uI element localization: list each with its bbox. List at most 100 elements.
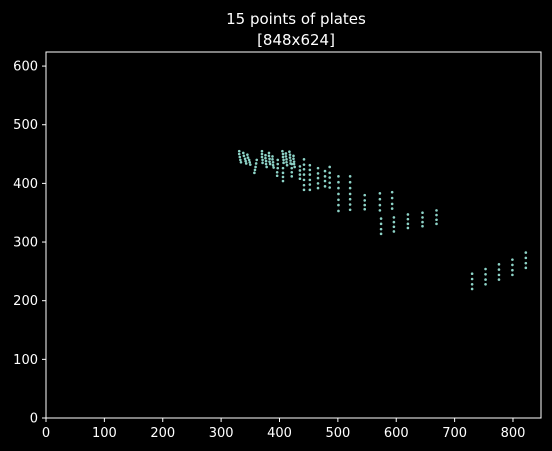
data-point-137 xyxy=(392,230,396,233)
data-point-83 xyxy=(302,188,306,192)
data-points xyxy=(237,149,528,291)
data-point-79 xyxy=(302,168,306,171)
data-point-120 xyxy=(363,203,367,207)
data-point-127 xyxy=(379,222,383,226)
data-point-27 xyxy=(264,159,268,163)
data-point-149 xyxy=(435,222,438,226)
data-point-47 xyxy=(281,155,285,159)
data-point-16 xyxy=(254,162,258,165)
data-point-109 xyxy=(337,203,340,207)
data-point-152 xyxy=(470,282,474,286)
data-point-118 xyxy=(363,193,367,197)
data-point-48 xyxy=(282,158,285,162)
data-point-117 xyxy=(348,208,352,212)
data-point-153 xyxy=(470,287,474,291)
data-point-46 xyxy=(281,152,285,156)
data-point-36 xyxy=(271,158,274,161)
data-point-87 xyxy=(308,178,312,182)
data-point-85 xyxy=(308,168,312,172)
data-point-4 xyxy=(239,160,243,164)
data-point-154 xyxy=(484,267,487,271)
y-tick-label-4: 400 xyxy=(13,177,38,192)
data-point-62 xyxy=(292,160,296,163)
data-point-88 xyxy=(308,183,312,186)
data-point-42 xyxy=(276,166,280,170)
data-point-134 xyxy=(392,216,396,219)
data-point-78 xyxy=(302,163,306,166)
data-point-61 xyxy=(292,157,295,161)
data-point-98 xyxy=(323,185,327,188)
data-point-38 xyxy=(271,163,275,167)
data-point-50 xyxy=(284,152,288,155)
y-tick-label-1: 100 xyxy=(13,353,38,368)
data-point-45 xyxy=(281,149,284,153)
data-point-90 xyxy=(316,166,320,170)
data-point-10 xyxy=(246,153,249,156)
data-point-1 xyxy=(237,152,241,156)
data-point-63 xyxy=(292,162,296,166)
data-point-161 xyxy=(497,278,501,281)
data-point-56 xyxy=(288,153,292,156)
data-point-81 xyxy=(302,178,306,182)
data-point-115 xyxy=(348,197,352,201)
data-point-31 xyxy=(267,154,271,158)
data-point-66 xyxy=(281,171,285,175)
data-point-164 xyxy=(511,268,514,272)
data-point-159 xyxy=(497,268,501,271)
data-point-11 xyxy=(246,156,250,159)
data-point-22 xyxy=(260,155,264,159)
data-point-104 xyxy=(337,175,340,178)
data-point-82 xyxy=(302,183,306,187)
data-point-30 xyxy=(267,151,271,155)
data-point-52 xyxy=(285,158,288,161)
data-point-138 xyxy=(406,213,410,216)
data-point-5 xyxy=(242,151,245,155)
data-point-67 xyxy=(281,175,285,179)
data-point-103 xyxy=(328,186,331,189)
data-point-44 xyxy=(275,174,279,178)
data-point-166 xyxy=(524,251,528,254)
data-point-64 xyxy=(293,165,296,169)
data-point-13 xyxy=(248,160,252,164)
data-point-145 xyxy=(421,224,424,228)
data-point-123 xyxy=(378,197,382,201)
data-point-165 xyxy=(511,273,514,277)
data-point-12 xyxy=(247,158,251,162)
data-point-111 xyxy=(348,175,352,178)
data-point-71 xyxy=(290,170,294,174)
data-point-25 xyxy=(264,153,267,157)
data-point-125 xyxy=(378,209,382,212)
data-point-80 xyxy=(302,173,306,176)
data-point-17 xyxy=(254,165,257,169)
data-point-106 xyxy=(337,186,340,190)
data-point-34 xyxy=(268,162,272,166)
data-point-21 xyxy=(260,152,264,156)
x-tick-label-4: 400 xyxy=(267,426,292,441)
data-point-139 xyxy=(406,217,410,221)
data-point-93 xyxy=(316,182,320,185)
data-point-162 xyxy=(511,258,514,261)
chart-title-line-1: 15 points of plates xyxy=(226,10,366,28)
data-point-131 xyxy=(390,196,394,200)
x-tick-label-3: 300 xyxy=(209,426,234,441)
data-point-121 xyxy=(363,207,367,211)
data-point-112 xyxy=(348,180,352,184)
data-point-72 xyxy=(290,175,294,178)
y-tick-label-0: 0 xyxy=(30,412,38,427)
data-point-129 xyxy=(379,232,383,236)
axis-ticks: 0 100 200 300 400 500 600 700 800 0 100 200 300 400 50… xyxy=(13,60,525,441)
data-point-135 xyxy=(392,220,396,224)
data-point-95 xyxy=(323,169,327,173)
plot-area-frame xyxy=(45,51,542,419)
data-point-74 xyxy=(298,169,302,172)
data-point-156 xyxy=(484,278,487,281)
data-point-3 xyxy=(239,158,242,162)
data-point-147 xyxy=(435,213,438,217)
data-point-54 xyxy=(285,163,289,167)
data-point-51 xyxy=(284,155,288,158)
y-tick-label-3: 300 xyxy=(13,236,38,251)
data-point-53 xyxy=(285,160,288,164)
data-point-15 xyxy=(255,158,259,162)
data-point-86 xyxy=(308,173,312,176)
